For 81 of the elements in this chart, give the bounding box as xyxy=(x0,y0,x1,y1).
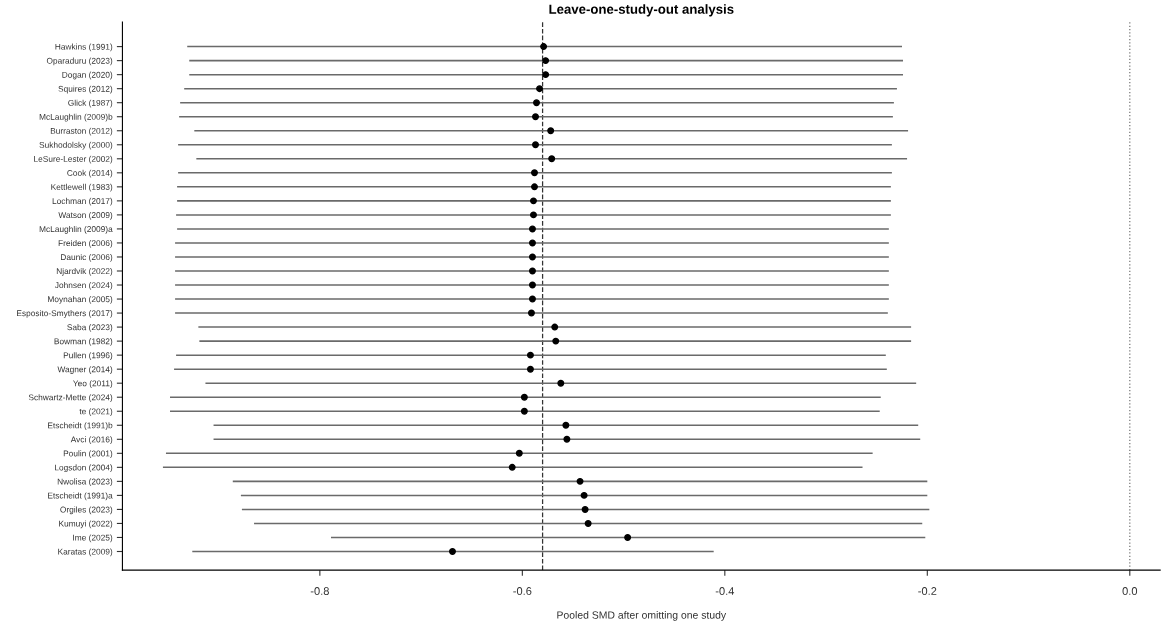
point xyxy=(520,407,528,415)
point xyxy=(562,421,570,429)
y-tick-label: Yeo (2011) xyxy=(73,380,113,388)
point xyxy=(528,295,536,303)
point xyxy=(580,491,588,499)
point xyxy=(584,519,592,527)
point xyxy=(528,267,536,275)
y-tick-label: Esposito-Smythers (2017) xyxy=(17,310,113,318)
x-axis-title: Pooled SMD after omitting one study xyxy=(557,611,727,621)
point xyxy=(528,239,536,247)
y-tick-label: Poulin (2001) xyxy=(63,450,113,459)
point xyxy=(624,533,632,541)
point xyxy=(542,57,550,65)
y-tick-label: Daunic (2006) xyxy=(61,253,113,262)
y-tick-label: Sukhodolsky (2000) xyxy=(39,141,113,150)
x-tick-label: -0.4 xyxy=(715,587,735,595)
point xyxy=(542,71,550,79)
y-tick-label: Dogan (2020) xyxy=(62,71,113,80)
point xyxy=(530,197,537,205)
y-tick-label: McLaughlin (2009)a xyxy=(39,225,113,234)
x-tick-label: 0.0 xyxy=(1122,587,1138,595)
point xyxy=(532,141,539,149)
y-tick-label: Nwolisa (2023) xyxy=(57,478,113,487)
point xyxy=(540,43,548,51)
y-tick-label: Moynahan (2005) xyxy=(48,296,113,304)
point xyxy=(528,225,536,233)
x-tick-label: -0.8 xyxy=(310,587,329,595)
y-tick-label: Etscheidt (1991)a xyxy=(48,492,113,501)
point xyxy=(552,337,560,345)
point xyxy=(528,253,536,261)
y-tick-label: McLaughlin (2009)b xyxy=(39,113,113,122)
y-tick-label: Glick (1987) xyxy=(68,99,113,108)
y-tick-label: Johnsen (2024) xyxy=(54,282,113,290)
point xyxy=(536,85,544,93)
point xyxy=(576,477,584,485)
point xyxy=(528,281,536,289)
point xyxy=(449,548,456,555)
y-tick-label: Orgiles (2023) xyxy=(60,506,113,515)
y-tick-label: Logsdon (2004) xyxy=(55,464,113,473)
chart-title: Leave-one-study-out analysis xyxy=(549,4,734,17)
point xyxy=(530,211,537,219)
y-tick-label: Kumuyi (2022) xyxy=(59,520,113,529)
point xyxy=(526,351,534,359)
point xyxy=(515,449,523,457)
point xyxy=(563,435,571,443)
y-tick-label: Wagner (2014) xyxy=(57,366,113,374)
point xyxy=(527,309,535,317)
y-tick-label: Hawkins (1991) xyxy=(55,43,113,52)
y-tick-label: Squires (2012) xyxy=(58,85,113,94)
y-tick-label: Burraston (2012) xyxy=(50,127,113,136)
point xyxy=(581,505,589,513)
point xyxy=(547,127,555,135)
y-tick-label: Schwartz-Mette (2024) xyxy=(28,394,113,402)
point xyxy=(526,365,534,373)
y-tick-label: Watson (2009) xyxy=(58,211,113,220)
y-tick-label: Kettlewell (1983) xyxy=(51,183,113,192)
point xyxy=(531,169,538,177)
point xyxy=(548,155,556,163)
point xyxy=(520,393,528,401)
point xyxy=(557,379,565,387)
y-tick-label: Ime (2025) xyxy=(73,534,113,543)
x-tick-label: -0.6 xyxy=(513,587,532,595)
point xyxy=(531,183,538,191)
y-tick-label: Cook (2014) xyxy=(67,169,113,178)
x-tick-label: -0.2 xyxy=(918,587,937,595)
y-tick-label: Pullen (1996) xyxy=(63,352,113,360)
y-tick-label: LeSure-Lester (2002) xyxy=(34,155,113,164)
y-tick-label: Njardvik (2022) xyxy=(56,267,113,276)
point xyxy=(533,99,540,107)
y-tick-label: Bowman (1982) xyxy=(54,338,113,346)
y-tick-label: Etscheidt (1991)b xyxy=(48,422,113,431)
point xyxy=(551,323,559,331)
y-tick-label: Karatas (2009) xyxy=(58,548,113,557)
y-tick-label: Freiden (2006) xyxy=(58,239,113,248)
y-tick-label: Lochman (2017) xyxy=(52,197,113,206)
y-tick-label: Saba (2023) xyxy=(67,324,113,332)
y-tick-label: Oparaduru (2023) xyxy=(46,57,113,66)
y-tick-label: te (2021) xyxy=(79,408,113,416)
y-tick-label: Avci (2016) xyxy=(70,436,113,445)
point xyxy=(508,463,516,471)
point xyxy=(532,113,539,121)
